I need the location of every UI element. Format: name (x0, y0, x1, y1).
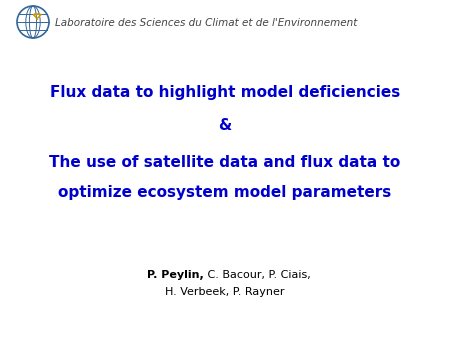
Text: H. Verbeek, P. Rayner: H. Verbeek, P. Rayner (165, 287, 285, 297)
Text: &: & (218, 118, 232, 133)
Text: Laboratoire des Sciences du Climat et de l'Environnement: Laboratoire des Sciences du Climat et de… (55, 18, 357, 28)
Text: optimize ecosystem model parameters: optimize ecosystem model parameters (58, 185, 392, 200)
Text: P. Peylin, C. Bacour, P. Ciais,: P. Peylin, C. Bacour, P. Ciais, (147, 270, 303, 280)
Text: The use of satellite data and flux data to: The use of satellite data and flux data … (50, 155, 400, 170)
Text: P. Peylin,: P. Peylin, (147, 270, 204, 280)
Text: Flux data to highlight model deficiencies: Flux data to highlight model deficiencie… (50, 85, 400, 100)
Text: P. Peylin,: P. Peylin, (0, 0, 57, 10)
Text: C. Bacour, P. Ciais,: C. Bacour, P. Ciais, (204, 270, 310, 280)
